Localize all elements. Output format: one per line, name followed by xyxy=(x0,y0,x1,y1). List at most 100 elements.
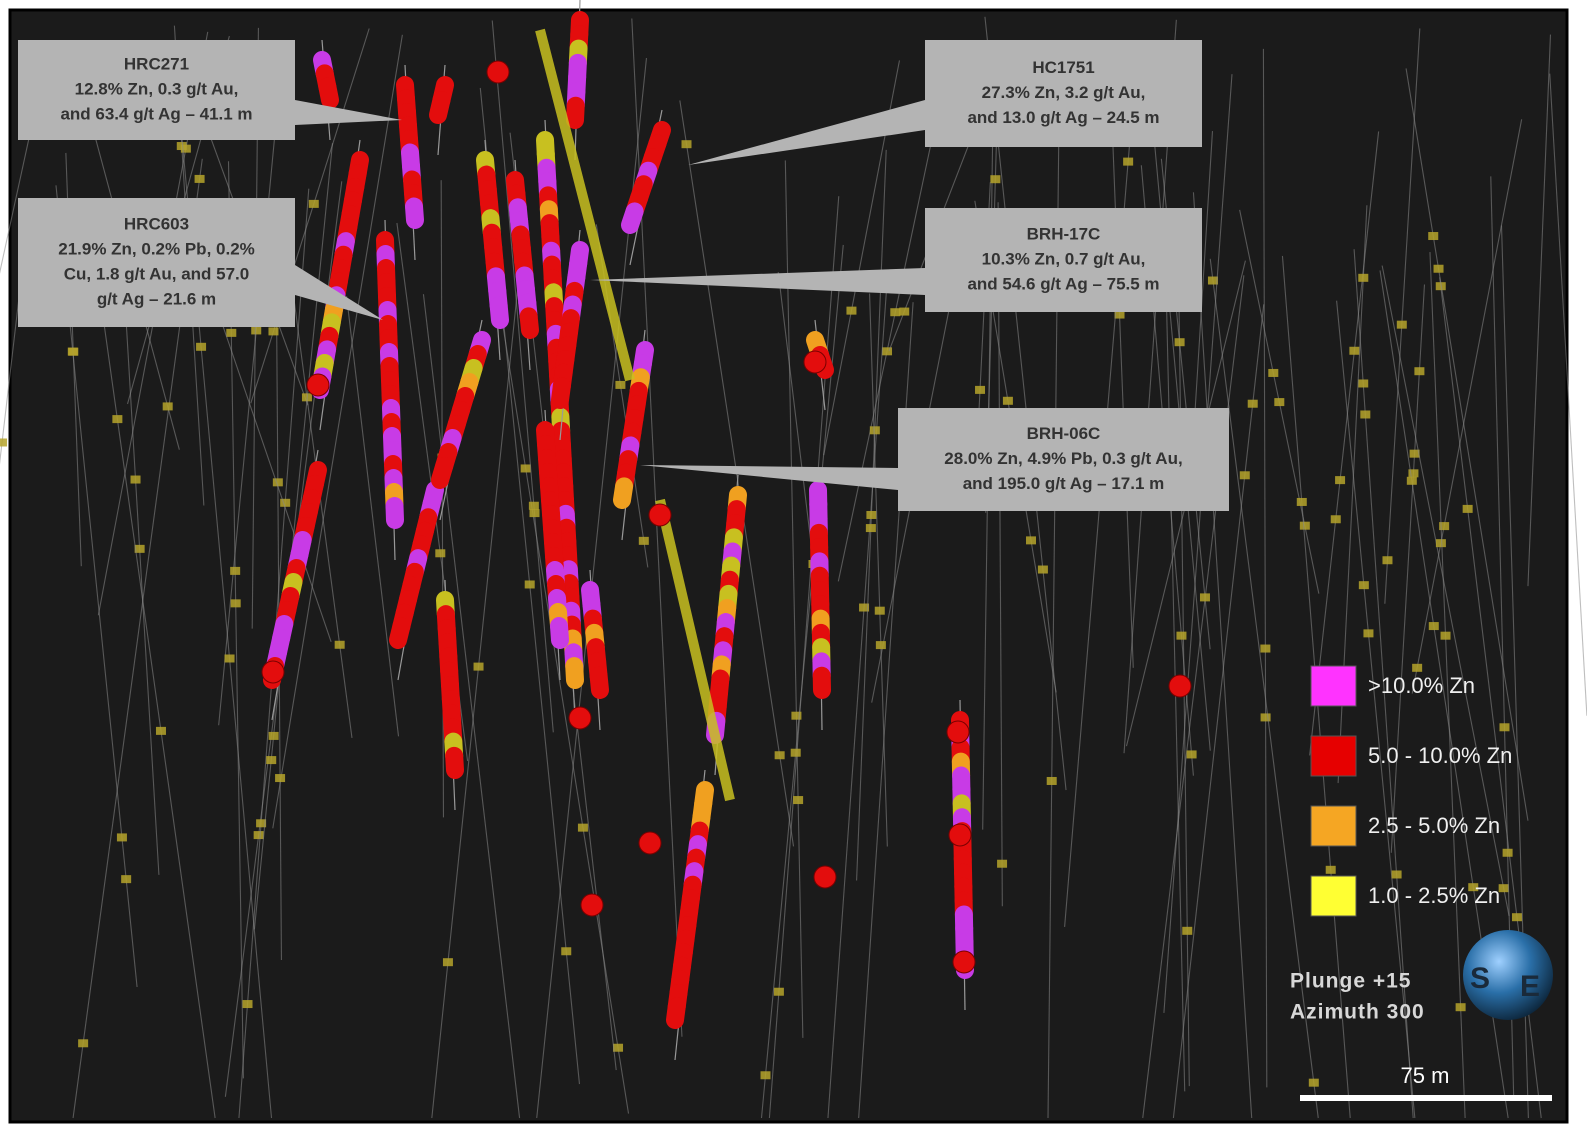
assay-marker xyxy=(846,306,857,315)
assay-marker xyxy=(1428,232,1439,241)
assay-marker xyxy=(1296,497,1307,506)
assay-marker xyxy=(275,774,286,783)
assay-marker xyxy=(760,1071,771,1080)
azimuth: Azimuth 300 xyxy=(1290,1001,1425,1024)
callout-title: BRH-06C xyxy=(1027,424,1101,443)
assay-interval xyxy=(318,77,339,109)
assay-marker xyxy=(681,140,692,149)
assay-marker xyxy=(1114,310,1125,319)
assay-marker xyxy=(869,426,880,435)
drillhole-trace xyxy=(212,296,332,642)
drillhole-trace xyxy=(1549,73,1587,716)
callout-line: g/t Ag – 21.6 m xyxy=(97,289,216,308)
assay-marker xyxy=(561,947,572,956)
assay-marker xyxy=(1468,883,1479,892)
assay-marker xyxy=(899,307,910,316)
assay-interval xyxy=(519,307,539,339)
assay-marker xyxy=(613,1043,624,1052)
assay-marker xyxy=(990,175,1001,184)
assay-marker xyxy=(435,549,446,558)
assay-marker xyxy=(520,464,531,473)
assay-marker xyxy=(875,641,886,650)
assay-interval xyxy=(655,498,735,802)
assay-marker xyxy=(1299,521,1310,530)
assay-marker xyxy=(442,958,453,967)
assay-sphere xyxy=(803,350,827,374)
callout-title: HRC271 xyxy=(124,54,189,73)
assay-marker xyxy=(790,748,801,757)
assay-marker xyxy=(773,987,784,996)
drillhole-trace xyxy=(1110,87,1134,668)
assay-marker xyxy=(1002,396,1013,405)
assay-sphere xyxy=(813,865,837,889)
assay-marker xyxy=(1358,379,1369,388)
assay-marker xyxy=(116,833,127,842)
assay-marker xyxy=(1335,476,1346,485)
assay-marker xyxy=(1409,449,1420,458)
assay-marker xyxy=(1499,723,1510,732)
callout-box xyxy=(898,408,1229,511)
assay-interval xyxy=(445,746,464,779)
drillhole-trace xyxy=(1192,192,1253,1119)
legend-label: 2.5 - 5.0% Zn xyxy=(1368,813,1500,838)
assay-sphere xyxy=(580,893,604,917)
assay-sphere xyxy=(306,373,330,397)
legend-label: 1.0 - 2.5% Zn xyxy=(1368,883,1500,908)
assay-sphere xyxy=(261,660,285,684)
drillhole-trace xyxy=(0,288,21,465)
drillhole-trace xyxy=(997,202,1003,907)
assay-marker xyxy=(638,536,649,545)
scale-label: 75 m xyxy=(1401,1063,1450,1088)
drillhole-trace xyxy=(1411,119,1523,694)
assay-interval xyxy=(405,197,424,229)
drillhole-trace xyxy=(760,244,844,1119)
assay-marker xyxy=(1414,367,1425,376)
callout-pointer xyxy=(590,268,925,295)
callout-pointer xyxy=(295,100,402,125)
assay-marker xyxy=(1182,926,1193,935)
assay-marker xyxy=(272,478,283,487)
callout-line: 21.9% Zn, 0.2% Pb, 0.2% xyxy=(58,239,255,258)
drillhole-trace xyxy=(1390,284,1426,853)
assay-marker xyxy=(1360,410,1371,419)
assay-marker xyxy=(1428,622,1439,631)
assay-marker xyxy=(180,144,191,153)
assay-marker xyxy=(1026,536,1037,545)
drillhole-trace xyxy=(1381,265,1510,917)
callout-line: and 13.0 g/t Ag – 24.5 m xyxy=(967,108,1159,127)
legend-swatch xyxy=(1310,875,1357,917)
assay-marker xyxy=(1186,750,1197,759)
drillhole-trace xyxy=(1429,252,1466,1119)
drillhole-trace xyxy=(346,296,400,737)
assay-marker xyxy=(859,603,870,612)
callout-line: and 195.0 g/t Ag – 17.1 m xyxy=(963,474,1165,493)
assay-marker xyxy=(1247,399,1258,408)
callout-line: 27.3% Zn, 3.2 g/t Au, xyxy=(982,83,1146,102)
callout: HC1751 27.3% Zn, 3.2 g/t Au, and 13.0 g/t … xyxy=(688,40,1202,165)
assay-marker xyxy=(1349,346,1360,355)
legend-swatch xyxy=(1310,805,1357,847)
assay-sphere xyxy=(946,720,970,744)
callout: HRC271 12.8% Zn, 0.3 g/t Au, and 63.4 g/t … xyxy=(18,40,402,140)
assay-marker xyxy=(1408,469,1419,478)
assay-marker xyxy=(1358,581,1369,590)
assay-marker xyxy=(155,726,166,735)
callout-box xyxy=(925,40,1202,147)
assay-marker xyxy=(251,326,262,335)
assay-interval xyxy=(566,96,585,129)
assay-marker xyxy=(866,510,877,519)
assay-marker xyxy=(1511,913,1522,922)
callout-line: and 54.6 g/t Ag – 75.5 m xyxy=(967,274,1159,293)
assay-marker xyxy=(1455,1003,1466,1012)
assay-marker xyxy=(874,606,885,615)
drillhole-trace xyxy=(1209,258,1319,1119)
assay-marker xyxy=(226,328,237,337)
assay-marker xyxy=(1207,276,1218,285)
drillhole-trace xyxy=(491,20,554,733)
assay-marker xyxy=(529,509,540,518)
assay-sphere xyxy=(1168,674,1192,698)
drillhole-trace xyxy=(869,293,888,847)
assay-marker xyxy=(615,380,626,389)
assay-marker xyxy=(1502,848,1513,857)
